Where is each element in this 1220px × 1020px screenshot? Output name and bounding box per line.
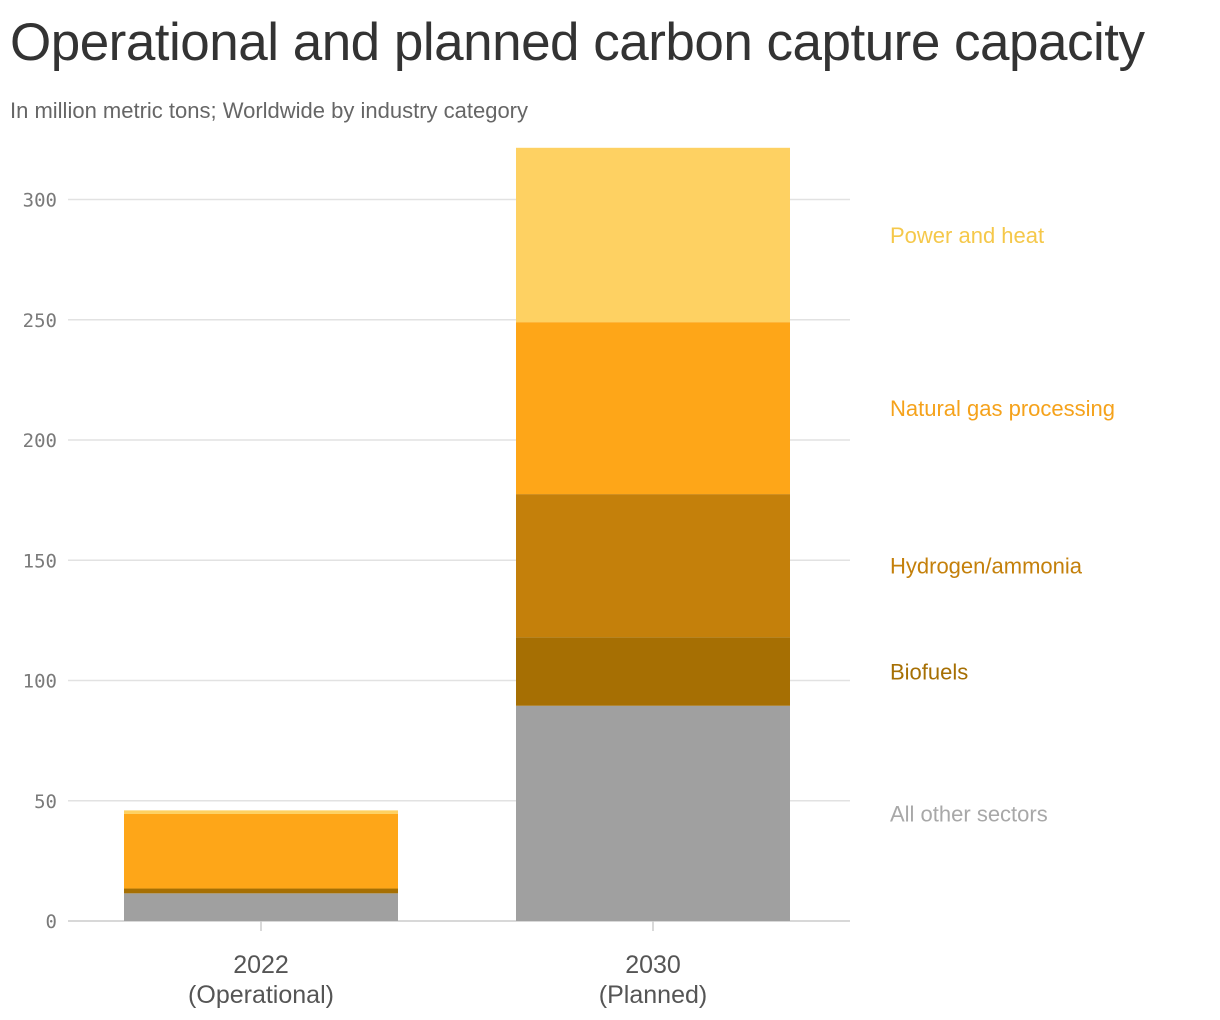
bar-segment-natural-gas-processing-2030	[516, 322, 790, 495]
bar-segment-all-other-sectors-2022	[124, 893, 398, 921]
x-category-label: 2030	[625, 951, 681, 979]
x-category-sublabel: (Planned)	[599, 981, 707, 1009]
x-category-label: 2022	[233, 951, 289, 979]
bar-segment-natural-gas-processing-2022	[124, 813, 398, 889]
legend-label-biofuels: Biofuels	[890, 659, 968, 684]
y-tick-label: 300	[23, 190, 57, 212]
axes: 0 50 100 150 200 250 300 2022(Operational) 2030(…	[23, 190, 708, 1010]
bars	[124, 147, 790, 921]
legend: All other sectors Biofuels Hydrogen/ammoni…	[890, 223, 1115, 826]
bar-segment-biofuels-2022	[124, 888, 398, 894]
legend-label-power-and-heat: Power and heat	[890, 223, 1044, 248]
legend-label-all-other-sectors: All other sectors	[890, 801, 1048, 826]
bar-segment-biofuels-2030	[516, 637, 790, 706]
y-tick-label: 200	[23, 430, 57, 452]
y-tick-label: 0	[46, 911, 57, 933]
legend-label-natural-gas-processing: Natural gas processing	[890, 396, 1115, 421]
chart-subtitle: In million metric tons; Worldwide by ind…	[10, 98, 529, 123]
x-category-sublabel: (Operational)	[188, 981, 334, 1009]
bar-segment-power-and-heat-2022	[124, 810, 398, 814]
bar-segment-hydrogen-ammonia-2030	[516, 494, 790, 638]
y-tick-label: 250	[23, 310, 57, 332]
legend-label-hydrogen-ammonia: Hydrogen/ammonia	[890, 554, 1083, 579]
y-tick-label: 50	[34, 791, 57, 813]
bar-segment-all-other-sectors-2030	[516, 705, 790, 921]
bar-segment-power-and-heat-2030	[516, 147, 790, 323]
y-tick-label: 100	[23, 671, 57, 693]
y-tick-label: 150	[23, 550, 57, 572]
chart-title: Operational and planned carbon capture c…	[10, 13, 1145, 72]
